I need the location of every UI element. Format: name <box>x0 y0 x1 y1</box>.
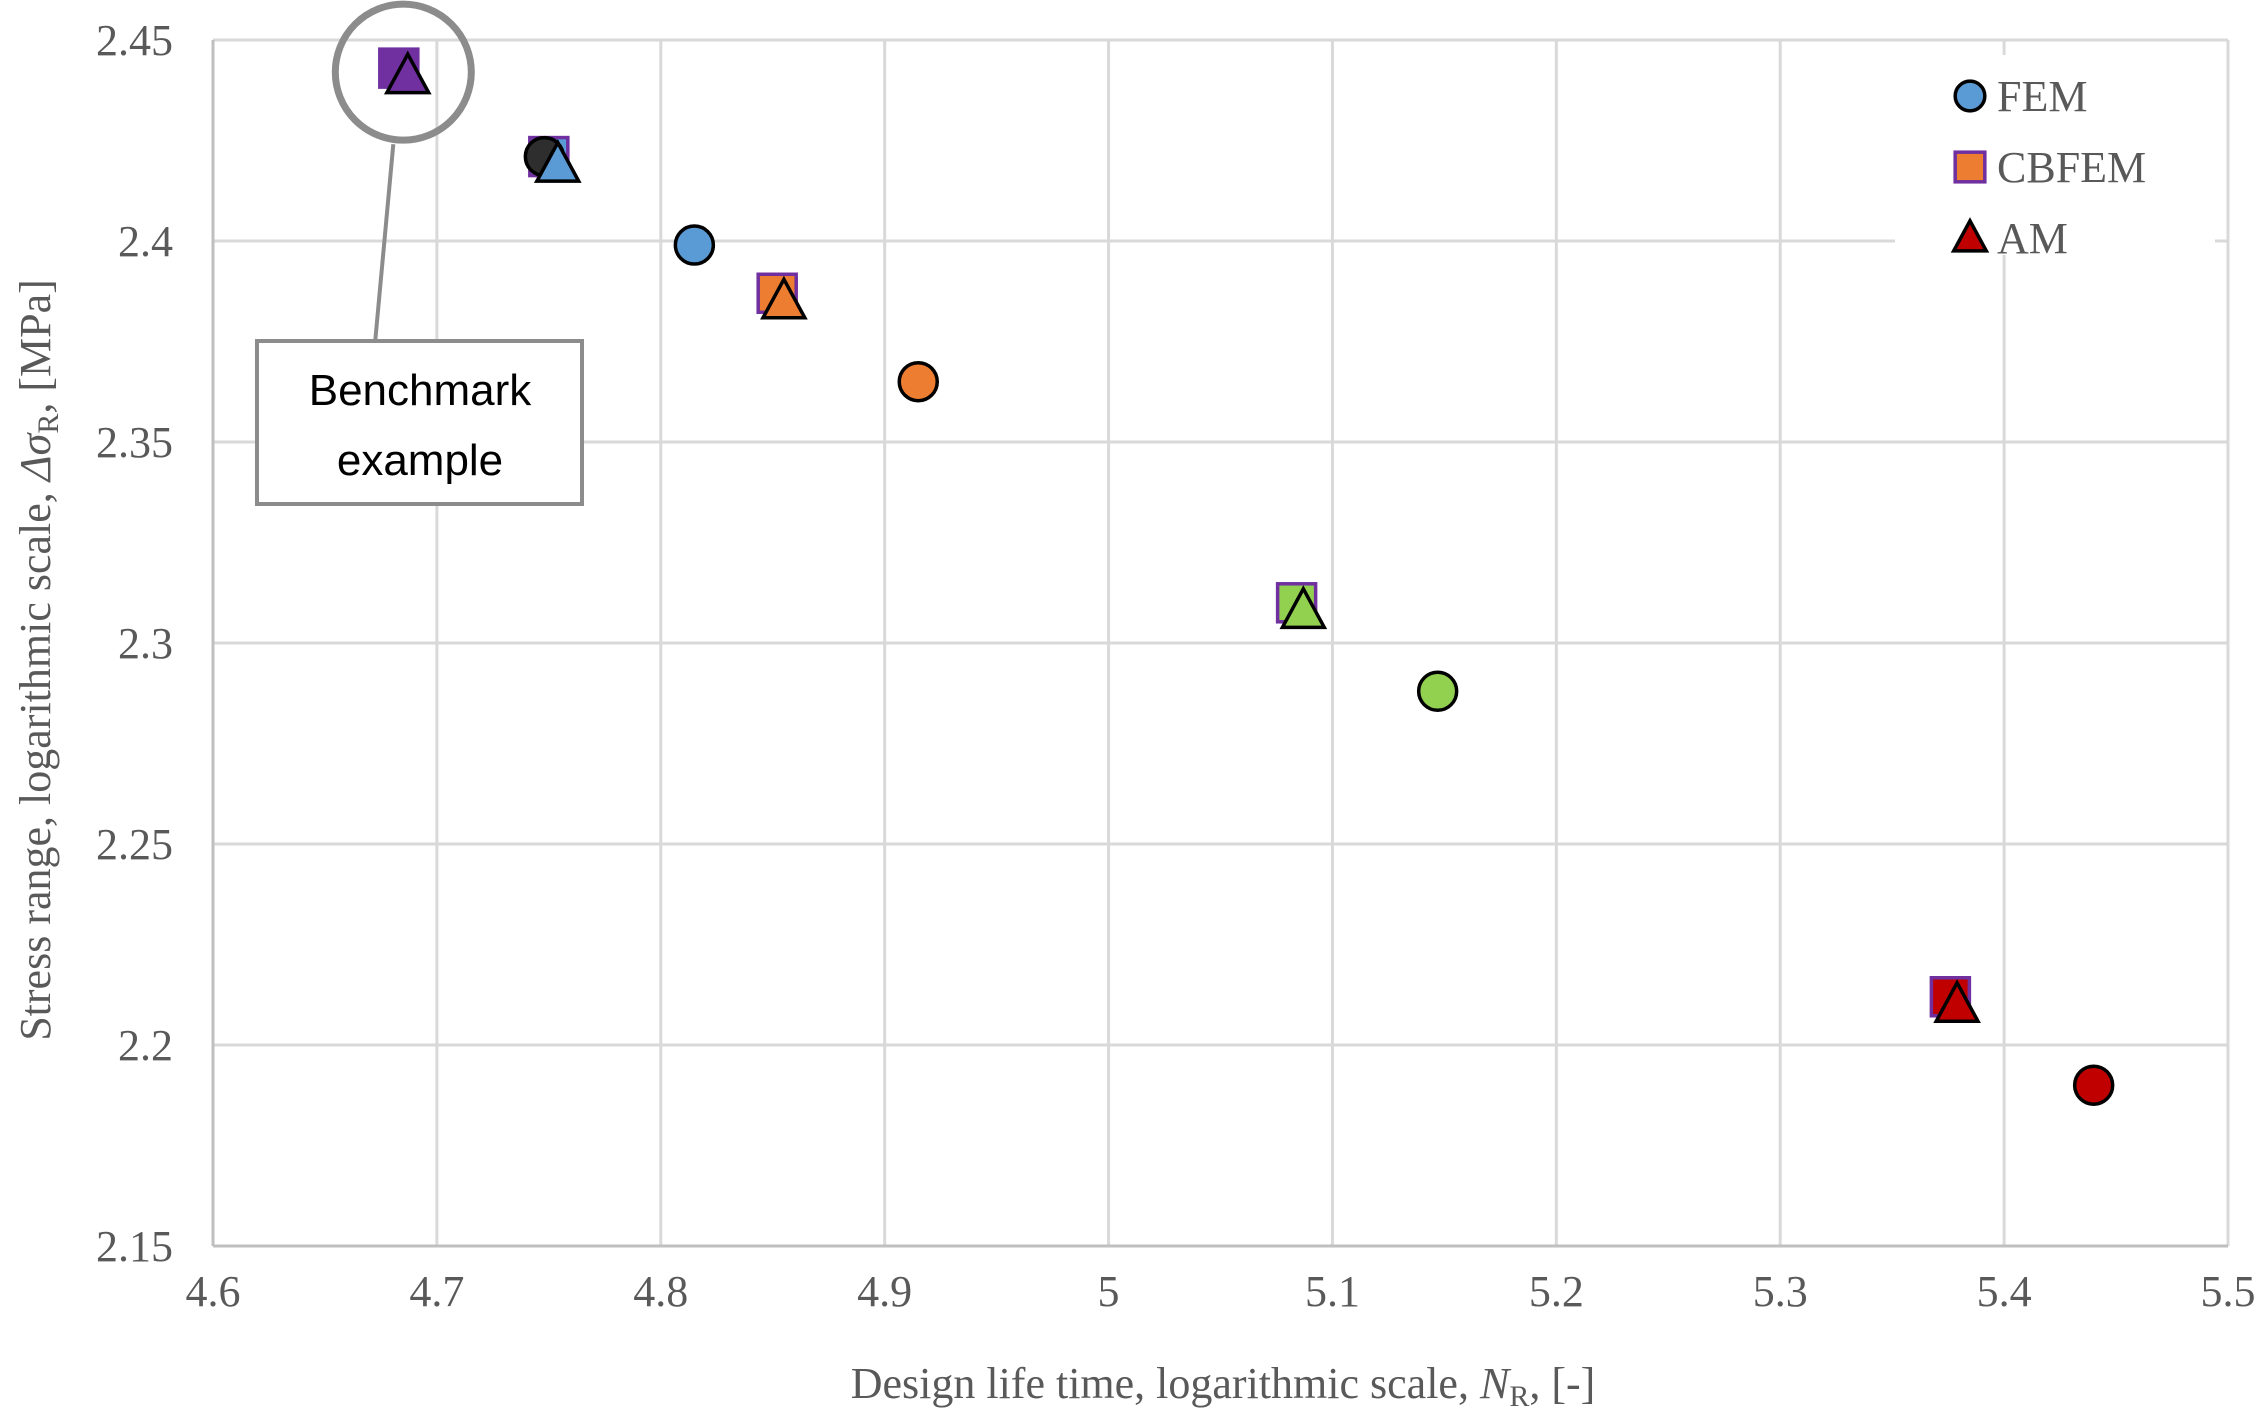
x-axis-title-subscript: R <box>1509 1380 1529 1413</box>
callout-text-line: Benchmark <box>309 366 533 415</box>
am-point <box>533 138 582 183</box>
am-point <box>383 50 432 95</box>
callout-ring <box>331 0 475 144</box>
data-points <box>378 47 2115 1106</box>
y-axis-title-symbol: Δσ <box>11 431 60 483</box>
legend-background <box>1895 55 2215 255</box>
y-axis-title-suffix: , [MPa] <box>11 279 60 413</box>
y-tick-label: 2.25 <box>96 820 173 869</box>
legend-marker-cbfem <box>1953 150 1987 184</box>
fem-point <box>897 360 939 403</box>
am-point <box>1279 585 1328 630</box>
y-tick-labels: 2.15 2.2 2.25 2.3 2.35 2.4 2.45 <box>96 16 173 1271</box>
x-tick-label: 4.8 <box>633 1267 688 1316</box>
y-tick-label: 2.4 <box>118 217 173 266</box>
callout-text-line: example <box>337 436 503 485</box>
legend-marker-am <box>1950 217 1990 253</box>
legend-label-fem: FEM <box>1997 72 2087 121</box>
legend: FEM CBFEM AM <box>1895 55 2215 263</box>
x-axis-title-prefix: Design life time, logarithmic scale, <box>851 1359 1480 1408</box>
y-tick-label: 2.3 <box>118 619 173 668</box>
legend-label-cbfem: CBFEM <box>1997 143 2146 192</box>
callout-box <box>255 339 584 506</box>
legend-label-am: AM <box>1997 214 2068 263</box>
y-tick-label: 2.35 <box>96 418 173 467</box>
x-tick-label: 5.5 <box>2201 1267 2256 1316</box>
x-axis-title-symbol: N <box>1479 1359 1512 1408</box>
x-tick-label: 4.7 <box>409 1267 464 1316</box>
y-axis-title-prefix: Stress range, logarithmic scale, <box>11 481 60 1041</box>
axes <box>211 40 2228 1248</box>
y-axis-title: Stress range, logarithmic scale, ΔσR, [M… <box>11 279 65 1041</box>
x-tick-label: 5.2 <box>1529 1267 1584 1316</box>
fem-point <box>673 224 716 266</box>
x-tick-label: 5.4 <box>1977 1267 2032 1316</box>
x-tick-label: 4.6 <box>186 1267 241 1316</box>
am-point <box>1933 979 1981 1024</box>
y-tick-label: 2.15 <box>96 1222 173 1271</box>
x-tick-label: 4.9 <box>857 1267 912 1316</box>
callout-leader <box>373 143 396 341</box>
x-tick-label: 5.1 <box>1305 1267 1360 1316</box>
x-tick-label: 5.3 <box>1753 1267 1808 1316</box>
x-tick-label: 5 <box>1098 1267 1120 1316</box>
legend-marker-fem <box>1953 79 1987 113</box>
y-axis-title-subscript: R <box>32 414 65 434</box>
y-tick-label: 2.2 <box>118 1021 173 1070</box>
x-axis-title-suffix: , [-] <box>1529 1359 1595 1408</box>
y-tick-label: 2.45 <box>96 16 173 65</box>
callout-annotation: Benchmark example <box>255 0 584 506</box>
fem-point <box>2072 1064 2115 1106</box>
am-point <box>760 275 808 320</box>
fem-point <box>1416 670 1459 712</box>
x-axis-title: Design life time, logarithmic scale, NR,… <box>851 1359 1596 1413</box>
x-tick-labels: 4.6 4.7 4.8 4.9 5 5.1 5.2 5.3 5.4 5.5 <box>186 1267 2256 1316</box>
